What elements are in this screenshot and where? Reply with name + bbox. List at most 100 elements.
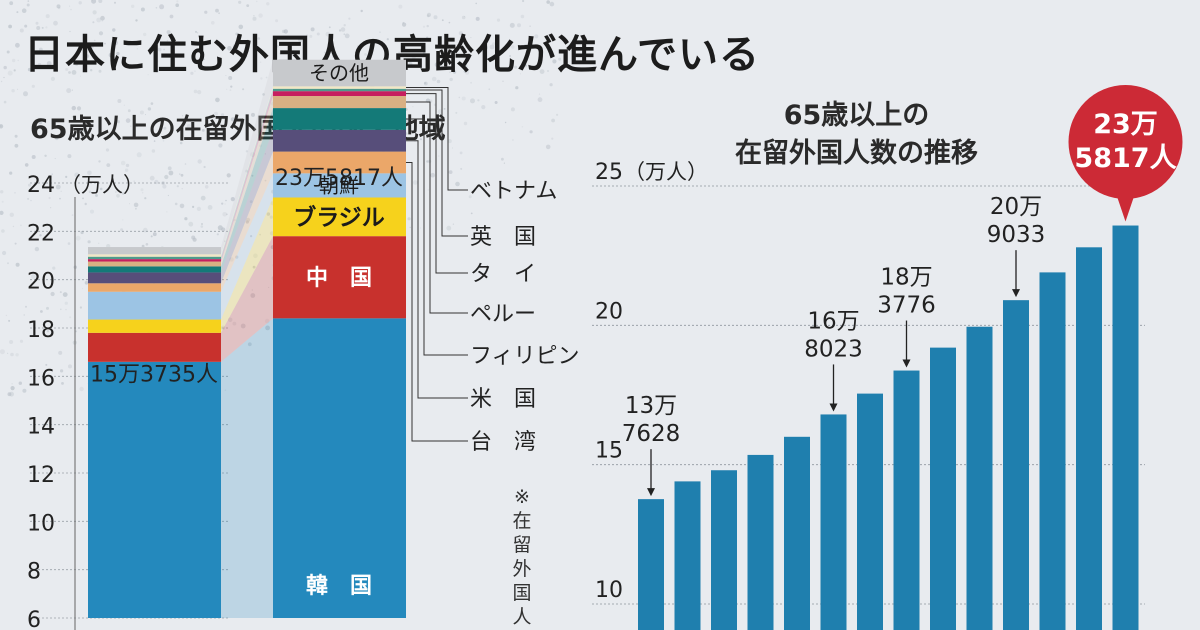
speckle [14,242,17,245]
speckle [60,190,62,192]
speckle [534,34,539,39]
speckle [184,217,188,221]
speckle [262,93,265,96]
speckle [460,167,463,170]
speckle [139,110,144,115]
speckle [238,0,242,4]
highlight-bubble [1068,85,1183,199]
speckle [23,91,28,97]
speckle [379,31,381,33]
speckle [76,106,82,111]
speckle [40,310,43,313]
speckle [166,30,171,35]
speckle [50,76,56,81]
speckle [413,180,418,185]
connector-band [221,197,273,333]
speckle [45,14,50,19]
speckle [470,212,473,215]
speckle [1,200,4,203]
speckle [135,19,138,22]
speckle [230,85,233,88]
speckle [461,15,466,20]
speckle [422,25,426,28]
footnote-char: ※ [514,486,530,508]
speckle [420,227,422,229]
speckle [258,13,263,18]
y-tick-label: 20 [595,299,623,324]
speckle [7,262,9,265]
speckle [71,105,77,111]
speckle [253,15,255,17]
speckle [204,185,209,189]
speckle [328,26,331,29]
speckle [78,1,82,5]
speckle [19,28,24,33]
speckle [136,152,142,158]
speckle [155,7,158,9]
speckle [192,237,197,242]
speckle [39,36,42,39]
callout-line [406,118,468,356]
callout-line [406,101,468,314]
speckle [222,212,227,217]
speckle [176,0,179,3]
speckle [61,130,65,133]
speckle [257,37,261,40]
speckle [446,225,452,231]
speckle [186,124,191,128]
trend-bar [930,347,956,630]
speckle [338,29,342,32]
speckle [449,71,451,73]
speckle [70,8,72,11]
speckle [111,58,114,61]
annotation-arrowhead [1012,289,1020,298]
speckle [0,124,2,128]
speckle [426,36,429,39]
speckle [55,184,61,190]
speckle [331,54,336,58]
speckle [7,392,12,397]
speckle [179,173,181,175]
speckle [246,4,250,7]
speckle [509,22,515,28]
speckle [122,192,125,195]
bar-segment-korea [273,318,406,618]
speckle [0,349,5,355]
highlight-text: 5817人 [1074,143,1176,174]
legend-label-vietnam: ベトナム [470,179,557,204]
y-tick-label: 12 [27,463,55,488]
speckle [31,155,36,159]
speckle [68,71,71,74]
speckle [456,43,458,46]
speckle [0,190,4,194]
speckle [343,33,346,35]
speckle [15,42,20,48]
speckle [140,7,145,12]
speckle [441,66,445,70]
speckle [54,158,56,160]
trend-bar [784,436,810,630]
speckle [112,28,116,32]
speckle [224,240,226,242]
speckle [176,185,179,188]
speckle [68,364,72,369]
speckle [226,173,231,178]
speckle [201,129,205,132]
segment-label-china: 中 国 [306,266,372,291]
callout-line [406,161,468,442]
speckle [179,141,183,145]
legend-label-uk: 英 国 [470,225,536,250]
speckle [159,4,165,10]
speckle [75,235,81,241]
speckle [27,0,30,2]
speckle [3,65,7,70]
speckle [151,149,156,153]
bar-segment-usa [88,272,221,284]
speckle [238,24,244,30]
speckle [147,74,149,76]
speckle [328,37,330,39]
speckle [144,197,147,200]
speckle [88,190,92,194]
speckle [51,173,53,175]
